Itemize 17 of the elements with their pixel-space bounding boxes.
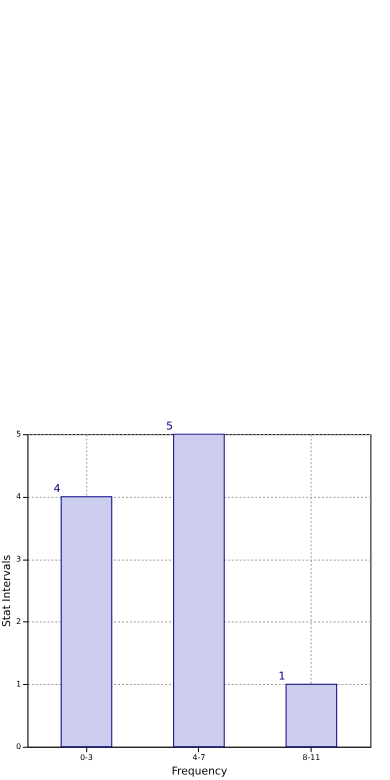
data-label: 1 — [278, 669, 286, 682]
y-tick-label: 3 — [16, 554, 22, 564]
y-tick-label: 0 — [16, 742, 22, 752]
y-axis-title: Stat Intervals — [0, 554, 14, 628]
data-label: 4 — [54, 482, 61, 495]
bar — [60, 496, 112, 748]
bar — [286, 684, 338, 748]
bar — [173, 434, 225, 748]
x-tick-label: 8-11 — [302, 753, 320, 762]
x-tick-label: 0-3 — [80, 753, 93, 762]
y-tick-label: 1 — [16, 680, 22, 689]
x-axis-title: Frequency — [172, 764, 228, 778]
y-tick-label: 5 — [16, 430, 22, 439]
y-tick-label: 4 — [16, 492, 22, 502]
y-tick-label: 2 — [16, 617, 22, 626]
data-label: 5 — [166, 419, 173, 432]
x-tick-label: 4-7 — [192, 753, 206, 762]
